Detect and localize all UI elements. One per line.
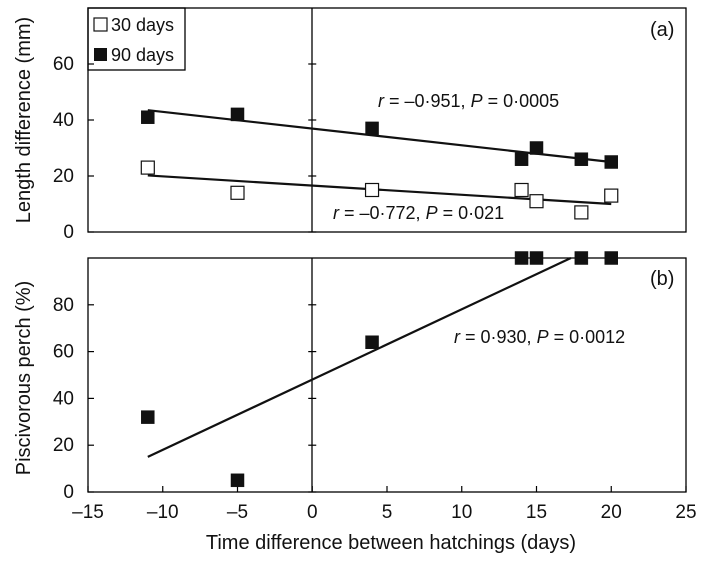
data-point-open [364,182,380,198]
x-axis-title: Time difference between hatchings (days) [206,532,576,554]
y-tick-label: 20 [53,166,74,187]
x-tick-label: –15 [72,502,104,523]
panel-b-ylabel: Piscivorous perch (%) [13,281,35,476]
data-point-open [529,194,544,209]
panel-a-frame [87,7,687,233]
legend-label-30-days: 30 days [111,15,174,35]
annotation-30-days: r = –0·772, P = 0·021 [333,203,504,223]
annot-90-r-label: r [378,91,385,111]
x-tick-label: –10 [147,502,179,523]
annot-b-r-label: r [454,327,461,347]
data-point-filled [514,152,529,166]
data-point-filled [514,251,529,265]
data-point-filled [141,110,155,124]
data-point-filled [365,121,379,136]
data-point-filled [604,155,618,169]
legend-open-square-icon [93,17,108,32]
annotation-panel-b: r = 0·930, P = 0·0012 [454,327,625,347]
data-point-filled [230,473,245,488]
y-tick-label: 0 [63,222,74,243]
panel-a-yticks: 0 20 40 60 [53,54,317,243]
y-tick-label: 0 [63,482,74,503]
data-point-open [574,205,589,220]
annotation-90-days: r = –0·951, P = 0·0005 [378,91,559,111]
annot-b-r-value: = 0·930, [460,327,537,347]
y-tick-label: 60 [53,342,74,363]
annot-30-p-label: P [426,203,438,223]
data-point-filled [141,410,155,424]
annot-30-r-value: = –0·772, [339,203,426,223]
panel-a-label: (a) [650,19,674,41]
annot-b-p-value: = 0·0012 [549,327,626,347]
legend-filled-square-icon [94,48,107,61]
x-tick-label: 10 [451,502,472,523]
annot-b-p-label: P [537,327,549,347]
x-tick-label: 15 [526,502,547,523]
data-point-filled [529,251,544,265]
data-point-open [230,185,245,200]
x-tick-label: –5 [227,502,248,523]
y-tick-label: 40 [53,388,74,409]
data-point-filled [230,107,245,122]
panel-a-ylabel: Length difference (mm) [13,17,35,223]
data-point-filled [574,152,589,166]
panel-b-marks [141,251,618,488]
data-point-open [140,160,155,175]
panel-a-marks [140,107,619,220]
panel-b-ticks: 0 20 40 60 80 –15 –10 –5 0 5 10 15 20 25 [53,295,697,523]
y-tick-label: 60 [53,54,74,75]
annot-90-p-label: P [471,91,483,111]
data-point-open [604,188,619,203]
legend-label-90-days: 90 days [111,45,174,65]
x-tick-label: 0 [307,502,318,523]
annot-90-r-value: = –0·951, [384,91,471,111]
legend-box [87,7,186,71]
x-tick-label: 25 [675,502,696,523]
panel-a: (a) Length difference (mm) 0 20 40 60 30 da… [13,7,687,243]
data-point-filled [574,251,589,265]
annot-30-p-value: = 0·021 [438,203,505,223]
y-tick-label: 20 [53,435,74,456]
data-point-filled [365,335,379,349]
y-tick-label: 40 [53,110,74,131]
fit-line [147,257,572,458]
legend: 30 days 90 days [87,7,186,71]
annot-90-p-value: = 0·0005 [483,91,560,111]
x-tick-label: 20 [601,502,622,523]
data-point-filled [529,141,544,155]
annot-30-r-label: r [333,203,340,223]
panel-b-frame [87,257,687,493]
x-tick-label: 5 [382,502,393,523]
data-point-open [514,182,529,198]
panel-b-label: (b) [650,268,674,290]
panel-b: (b) Piscivorous perch (%) 0 20 40 60 80 –15 –1… [13,251,697,554]
y-tick-label: 80 [53,295,74,316]
data-point-filled [604,251,618,265]
